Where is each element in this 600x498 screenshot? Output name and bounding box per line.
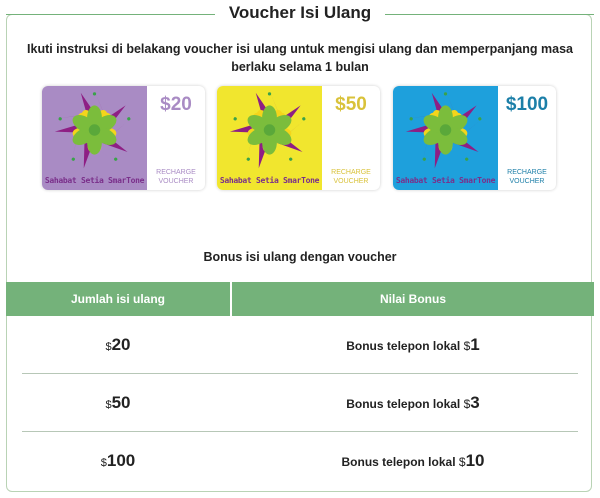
page-title: Voucher Isi Ulang xyxy=(0,3,600,23)
voucher-label: RECHARGE VOUCHER xyxy=(156,169,196,185)
voucher-card-100: Sahabat Setia SmarTone $100 RECHARGE VOUC… xyxy=(393,86,556,190)
table-row: $50 Bonus telepon lokal $3 xyxy=(6,374,594,432)
flower-logo-icon xyxy=(405,90,483,169)
instructions-text: Ikuti instruksi di belakang voucher isi … xyxy=(27,42,573,74)
bonus-table-header: Jumlah isi ulang Nilai Bonus xyxy=(6,282,594,316)
recharge-amount: $20 xyxy=(105,335,131,354)
column-header-bonus: Nilai Bonus xyxy=(379,292,446,306)
voucher-art: Sahabat Setia SmarTone xyxy=(217,86,322,190)
row-divider xyxy=(22,373,578,374)
flower-logo-icon xyxy=(54,90,132,169)
voucher-brand: Sahabat Setia SmarTone xyxy=(44,176,145,185)
voucher-amount: $50 xyxy=(335,94,367,115)
bonus-value: Bonus telepon lokal $1 xyxy=(346,335,480,354)
voucher-brand: Sahabat Setia SmarTone xyxy=(395,176,496,185)
row-divider xyxy=(22,431,578,432)
bonus-value: Bonus telepon lokal $3 xyxy=(346,393,480,412)
voucher-label: RECHARGE VOUCHER xyxy=(507,169,547,185)
recharge-amount: $50 xyxy=(105,393,131,412)
voucher-amount: $20 xyxy=(160,94,192,115)
bonus-value: Bonus telepon lokal $10 xyxy=(341,451,485,470)
voucher-amount: $100 xyxy=(505,94,549,115)
voucher-art: Sahabat Setia SmarTone xyxy=(393,86,498,190)
voucher-card-50: Sahabat Setia SmarTone $50 RECHARGE VOUCH… xyxy=(217,86,380,190)
bonus-heading: Bonus isi ulang dengan voucher xyxy=(203,250,397,264)
recharge-amount: $100 xyxy=(100,451,136,470)
title-divider-right xyxy=(376,14,594,15)
table-row: $20 Bonus telepon lokal $1 xyxy=(6,316,594,374)
title-divider-left xyxy=(6,14,226,15)
column-header-amount: Jumlah isi ulang xyxy=(6,282,232,316)
table-row: $100 Bonus telepon lokal $10 xyxy=(6,432,594,490)
voucher-art: Sahabat Setia SmarTone xyxy=(42,86,147,190)
voucher-card-20: Sahabat Setia SmarTone $20 RECHARGE VOUCH… xyxy=(42,86,205,190)
voucher-label: RECHARGE VOUCHER xyxy=(331,169,371,185)
voucher-brand: Sahabat Setia SmarTone xyxy=(219,176,320,185)
flower-logo-icon xyxy=(229,90,307,169)
